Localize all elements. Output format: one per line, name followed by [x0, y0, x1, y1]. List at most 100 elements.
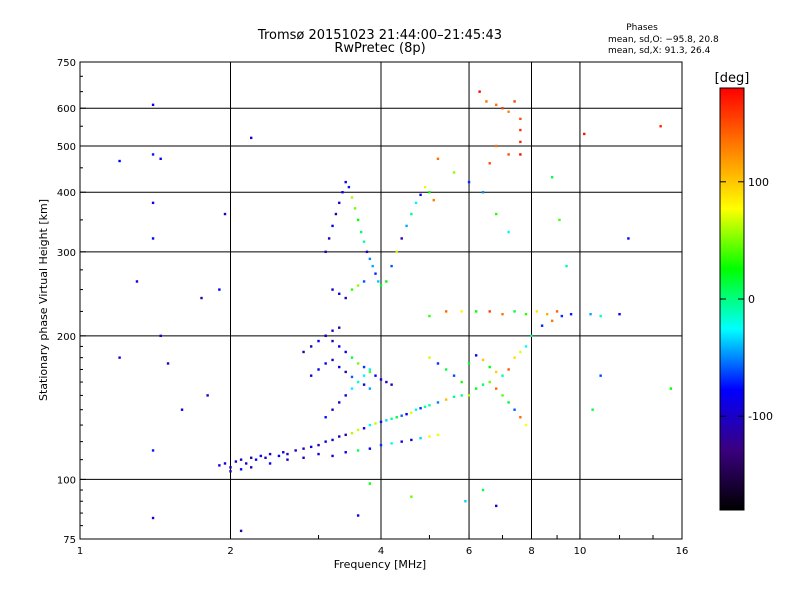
data-point: [371, 264, 374, 268]
data-point: [268, 452, 272, 456]
data-point: [135, 280, 139, 283]
data-point: [495, 103, 498, 107]
data-point: [317, 368, 320, 371]
data-point: [495, 504, 498, 508]
data-point: [350, 375, 354, 379]
data-point: [368, 423, 372, 427]
data-point: [277, 454, 281, 458]
data-point: [481, 358, 485, 362]
data-point: [324, 416, 327, 419]
data-point: [558, 218, 561, 222]
colorbar-tick-label: -100: [748, 410, 773, 423]
data-point: [519, 128, 522, 132]
y-axis-ticks: 75 100 200 300 400 500 600 750: [57, 58, 86, 546]
data-point: [519, 416, 522, 419]
colorbar-label: [deg]: [715, 71, 750, 86]
scatter-points: [118, 90, 673, 533]
data-point: [344, 394, 347, 397]
data-point: [362, 240, 366, 243]
data-point: [400, 237, 403, 240]
y-tick-label: 75: [63, 535, 76, 546]
data-point: [524, 423, 528, 427]
data-point: [350, 387, 354, 390]
data-point: [259, 454, 263, 458]
data-point: [356, 284, 360, 287]
data-point: [513, 408, 516, 411]
data-point: [159, 157, 162, 161]
data-point: [239, 529, 243, 533]
data-point: [507, 153, 510, 156]
data-point: [519, 153, 522, 156]
colorbar-tick-label: 0: [748, 293, 755, 306]
data-point: [481, 383, 485, 386]
data-point: [249, 456, 253, 459]
data-point: [254, 458, 258, 461]
data-point: [390, 264, 393, 268]
data-point: [436, 157, 440, 161]
data-point: [338, 292, 341, 295]
data-point: [530, 334, 533, 338]
data-point: [618, 312, 621, 316]
data-point: [419, 437, 422, 440]
data-point: [452, 374, 456, 377]
data-point: [474, 310, 478, 313]
data-point: [495, 387, 498, 390]
data-point: [467, 180, 471, 184]
data-point: [151, 201, 155, 205]
data-point: [350, 196, 354, 199]
data-point: [239, 458, 243, 461]
data-point: [524, 312, 528, 316]
data-point: [359, 230, 363, 234]
y-tick-label: 300: [57, 248, 76, 259]
data-point: [452, 395, 456, 398]
data-point: [400, 414, 403, 417]
data-point: [478, 90, 481, 93]
data-point: [501, 374, 504, 377]
data-point: [452, 171, 456, 174]
data-point: [485, 100, 488, 103]
data-point: [344, 370, 347, 374]
data-point: [368, 387, 372, 390]
data-point: [151, 103, 155, 107]
data-point: [444, 310, 448, 313]
data-point: [519, 350, 522, 354]
data-point: [488, 365, 491, 369]
data-point: [385, 380, 388, 384]
data-point: [362, 365, 366, 369]
data-point: [423, 405, 427, 408]
data-point: [223, 212, 227, 216]
data-point: [338, 345, 341, 348]
data-point: [151, 237, 155, 240]
data-point: [495, 212, 498, 216]
x-tick-label: 6: [466, 546, 472, 557]
data-point: [317, 452, 320, 456]
data-point: [309, 345, 313, 348]
data-point: [324, 250, 327, 254]
data-point: [428, 404, 431, 407]
data-point: [495, 370, 498, 374]
data-point: [560, 314, 564, 318]
data-point: [309, 374, 313, 377]
data-point: [423, 185, 427, 189]
data-point: [474, 387, 478, 390]
data-point: [519, 140, 522, 144]
y-tick-label: 750: [57, 58, 76, 69]
data-point: [239, 468, 243, 471]
data-point: [362, 374, 366, 377]
data-point: [524, 345, 528, 348]
data-point: [368, 368, 372, 371]
data-point: [151, 153, 155, 156]
data-point: [344, 433, 347, 437]
data-point: [356, 362, 360, 365]
data-point: [338, 326, 341, 329]
data-point: [419, 407, 422, 410]
data-point: [362, 427, 366, 430]
y-tick-label: 100: [57, 475, 76, 486]
colorbar-ticks: 100 0 -100: [720, 176, 773, 423]
data-point: [377, 280, 380, 283]
data-point: [223, 462, 227, 465]
data-point: [488, 162, 491, 165]
data-point: [565, 264, 568, 268]
data-point: [432, 198, 435, 202]
data-point: [550, 319, 554, 323]
